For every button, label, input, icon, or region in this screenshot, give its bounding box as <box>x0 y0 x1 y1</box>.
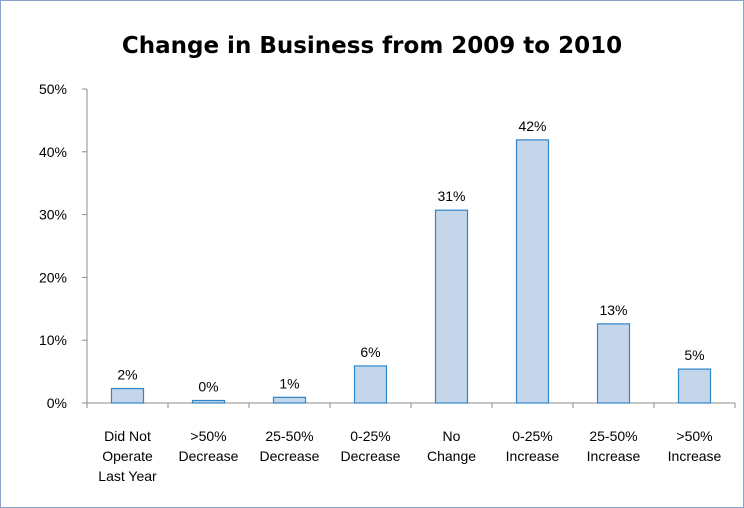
data-label: 2% <box>117 367 137 383</box>
bar <box>434 209 469 404</box>
x-category-label: Decrease <box>341 448 401 464</box>
bar <box>353 365 388 404</box>
x-category-label: Increase <box>587 448 641 464</box>
x-category-label: Decrease <box>179 448 239 464</box>
chart-title: Change in Business from 2009 to 2010 <box>121 33 623 59</box>
data-label: 1% <box>279 375 299 391</box>
x-category-label: Last Year <box>98 468 157 484</box>
x-category-label: 0-25% <box>512 428 552 444</box>
x-category-label: No <box>443 428 461 444</box>
data-label: 6% <box>360 344 380 360</box>
data-label: 42% <box>518 118 546 134</box>
data-label: 0% <box>198 378 218 394</box>
x-category-label: Increase <box>668 448 722 464</box>
bar <box>596 323 631 404</box>
data-label: 5% <box>684 347 704 363</box>
y-tick-label: 10% <box>39 332 67 348</box>
y-tick-label: 30% <box>39 207 67 223</box>
bar <box>515 139 550 404</box>
x-category-label: Did Not <box>104 428 151 444</box>
data-label: 31% <box>437 188 465 204</box>
bar <box>191 399 226 404</box>
bar <box>677 368 712 404</box>
bar <box>110 387 145 404</box>
x-category-label: Decrease <box>260 448 320 464</box>
y-tick-label: 0% <box>47 395 67 411</box>
x-category-label: 25-50% <box>265 428 313 444</box>
y-tick-label: 20% <box>39 269 67 285</box>
x-category-label: Operate <box>102 448 153 464</box>
x-category-label: 25-50% <box>589 428 637 444</box>
x-category-label: >50% <box>190 428 226 444</box>
y-tick-label: 40% <box>39 144 67 160</box>
data-label: 13% <box>599 302 627 318</box>
x-category-label: 0-25% <box>350 428 390 444</box>
x-category-label: Change <box>427 448 476 464</box>
bar <box>272 396 307 404</box>
x-category-label: Increase <box>506 448 560 464</box>
x-category-label: >50% <box>676 428 712 444</box>
y-tick-label: 50% <box>39 81 67 97</box>
